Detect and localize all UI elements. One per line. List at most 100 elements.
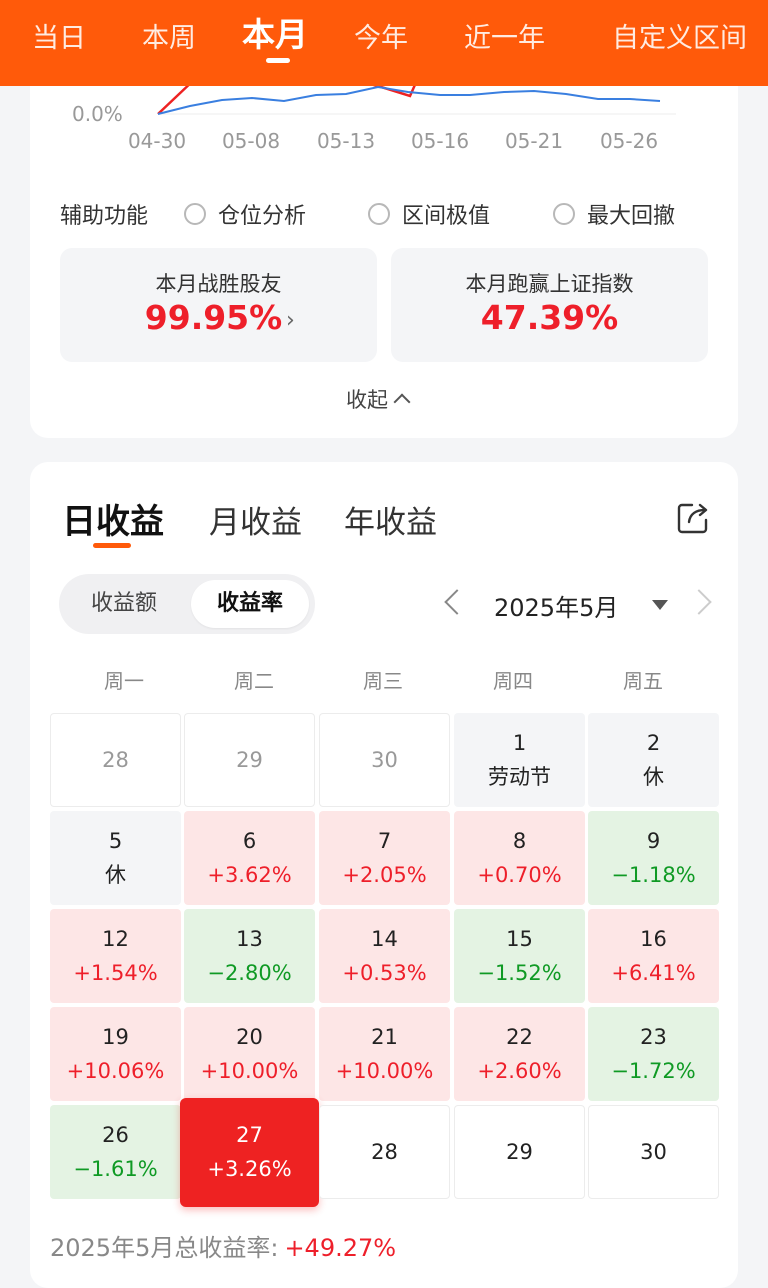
calendar-day-cell: 30 [319, 713, 450, 807]
day-return-value: +0.53% [342, 961, 427, 985]
day-return-value: +1.54% [73, 961, 158, 985]
tab-monthly-returns[interactable]: 月收益 [209, 505, 302, 541]
weekday-header: 周一 [104, 669, 144, 693]
holiday-label: 休 [643, 765, 664, 789]
day-number: 20 [236, 1025, 263, 1049]
day-number: 30 [371, 748, 398, 772]
calendar-day-cell[interactable]: 16 +6.41% [588, 909, 719, 1003]
day-number: 28 [371, 1140, 398, 1164]
weekday-header: 周四 [493, 669, 533, 693]
calendar-day-cell[interactable]: 30 [588, 1105, 719, 1199]
chevron-right-icon: › [286, 308, 295, 333]
tab-this-year[interactable]: 今年 [354, 23, 408, 54]
calendar-day-cell[interactable]: 29 [454, 1105, 585, 1199]
active-tab-indicator [266, 58, 290, 63]
calendar-day-cell[interactable]: 20 +10.00% [184, 1007, 315, 1101]
calendar-day-cell[interactable]: 27 +3.26% [180, 1098, 319, 1207]
day-return-value: +6.41% [611, 961, 696, 985]
caret-down-icon[interactable] [652, 600, 668, 610]
x-tick-label: 05-26 [600, 129, 658, 153]
weekday-header: 周五 [623, 669, 663, 693]
x-tick-label: 04-30 [128, 129, 186, 153]
day-number: 13 [236, 927, 263, 951]
day-number: 5 [108, 829, 123, 853]
day-return-value: +2.05% [342, 863, 427, 887]
tab-custom-range[interactable]: 自定义区间 [612, 23, 747, 54]
beat-index-value: 47.39% [480, 298, 619, 337]
tab-daily-returns[interactable]: 日收益 [62, 502, 164, 542]
range-extremes-label: 区间极值 [402, 204, 491, 229]
day-number: 1 [512, 731, 527, 755]
calendar-day-cell[interactable]: 12 +1.54% [50, 909, 181, 1003]
beat-friends-label: 本月战胜股友 [155, 272, 282, 296]
day-return-value: +10.00% [335, 1059, 434, 1083]
tab-today[interactable]: 当日 [32, 23, 86, 54]
month-total-label: 2025年5月总收益率: [50, 1234, 279, 1262]
position-analysis-label: 仓位分析 [218, 204, 307, 229]
beat-friends-value: 99.95% [144, 298, 283, 337]
beat-index-label: 本月跑赢上证指数 [465, 272, 634, 296]
aux-function-label: 辅助功能 [60, 204, 149, 229]
calendar-day-cell[interactable]: 9 −1.18% [588, 811, 719, 905]
beat-friends-stat[interactable]: 本月战胜股友 99.95% › [60, 248, 377, 362]
day-number: 26 [102, 1123, 129, 1147]
calendar-day-cell[interactable]: 23 −1.72% [588, 1007, 719, 1101]
calendar-day-cell[interactable]: 19 +10.06% [50, 1007, 181, 1101]
y-tick-label: 0.0% [72, 102, 123, 126]
day-number: 28 [102, 748, 129, 772]
calendar-day-cell[interactable]: 7 +2.05% [319, 811, 450, 905]
rate-option[interactable]: 收益率 [191, 580, 309, 628]
calendar-day-cell[interactable]: 1 劳动节 [454, 713, 585, 807]
tab-this-week[interactable]: 本周 [142, 23, 196, 54]
calendar-day-cell[interactable]: 6 +3.62% [184, 811, 315, 905]
day-return-value: −1.18% [611, 863, 696, 887]
day-number: 7 [377, 829, 392, 853]
tab-last-year[interactable]: 近一年 [464, 23, 545, 54]
weekday-header: 周三 [363, 669, 403, 693]
day-number: 6 [242, 829, 257, 853]
day-number: 12 [102, 927, 129, 951]
calendar-day-cell[interactable]: 15 −1.52% [454, 909, 585, 1003]
weekday-header: 周二 [234, 669, 274, 693]
day-return-value: +3.62% [207, 863, 292, 887]
month-total: 2025年5月总收益率: +49.27% [50, 1228, 396, 1263]
x-tick-label: 05-08 [222, 129, 280, 153]
calendar-day-cell: 28 [50, 713, 181, 807]
collapse-button[interactable]: 收起 [346, 384, 411, 414]
day-number: 22 [506, 1025, 533, 1049]
calendar-day-cell[interactable]: 8 +0.70% [454, 811, 585, 905]
calendar-day-cell: 29 [184, 713, 315, 807]
radio-circle-icon [368, 203, 390, 225]
holiday-label: 休 [105, 863, 126, 887]
calendar-day-cell[interactable]: 26 −1.61% [50, 1105, 181, 1199]
day-number: 30 [640, 1140, 667, 1164]
tab-yearly-returns[interactable]: 年收益 [344, 505, 437, 541]
day-number: 15 [506, 927, 533, 951]
day-return-value: +0.70% [477, 863, 562, 887]
calendar-day-cell[interactable]: 13 −2.80% [184, 909, 315, 1003]
month-total-value: +49.27% [284, 1234, 397, 1262]
tab-this-month[interactable]: 本月 [242, 15, 308, 54]
calendar-day-cell[interactable]: 22 +2.60% [454, 1007, 585, 1101]
day-number: 29 [506, 1140, 533, 1164]
collapse-label: 收起 [346, 388, 388, 412]
position-analysis-radio[interactable]: 仓位分析 [184, 198, 306, 230]
radio-circle-icon [553, 203, 575, 225]
share-icon[interactable] [676, 501, 710, 535]
range-extremes-radio[interactable]: 区间极值 [368, 198, 490, 230]
month-selector[interactable]: 2025年5月 [494, 594, 619, 622]
day-return-value: +3.26% [207, 1157, 292, 1181]
x-tick-label: 05-16 [411, 129, 469, 153]
day-number: 23 [640, 1025, 667, 1049]
max-drawdown-radio[interactable]: 最大回撤 [553, 198, 675, 230]
active-tab-indicator [93, 543, 131, 548]
amount-option[interactable]: 收益额 [90, 591, 157, 616]
day-return-value: −2.80% [207, 961, 292, 985]
calendar-day-cell[interactable]: 21 +10.00% [319, 1007, 450, 1101]
calendar-day-cell[interactable]: 14 +0.53% [319, 909, 450, 1003]
day-return-value: −1.61% [73, 1157, 158, 1181]
chevron-up-icon [393, 393, 411, 411]
calendar-day-cell[interactable]: 28 [319, 1105, 450, 1199]
